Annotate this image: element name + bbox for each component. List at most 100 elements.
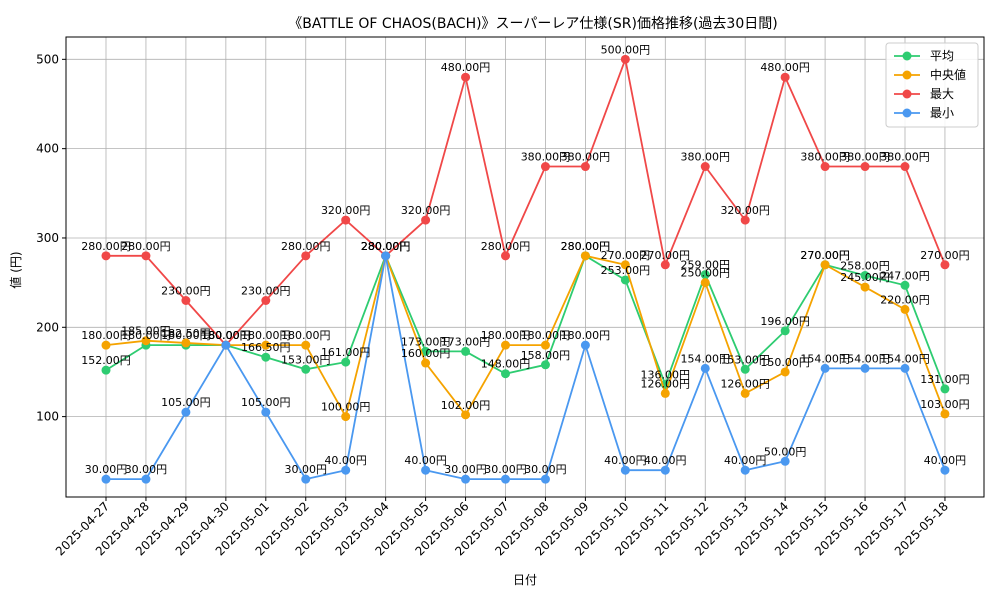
data-point [421, 215, 431, 225]
data-point [181, 338, 191, 348]
data-point [341, 357, 351, 367]
data-point [181, 295, 191, 305]
data-point [700, 162, 710, 172]
data-point [620, 54, 630, 64]
data-label: 280.00円 [361, 240, 411, 253]
data-point [660, 465, 670, 475]
data-label: 180.00円 [161, 329, 211, 342]
data-point [181, 407, 191, 417]
data-label: 30.00円 [524, 463, 567, 476]
data-label: 270.00円 [800, 249, 850, 262]
data-label: 153.00円 [281, 353, 331, 366]
data-label: 180.00円 [241, 329, 291, 342]
data-point [860, 363, 870, 373]
data-point [780, 72, 790, 82]
series-group [101, 54, 950, 484]
data-label: 131.00円 [920, 373, 970, 386]
data-label: 173.00円 [441, 335, 491, 348]
data-label: 280.00円 [281, 240, 331, 253]
data-point [660, 260, 670, 270]
data-point [101, 474, 111, 484]
data-point [341, 412, 351, 422]
data-label: 40.00円 [324, 454, 367, 467]
data-label: 105.00円 [161, 396, 211, 409]
data-point [261, 352, 271, 362]
legend-label: 最小 [930, 106, 954, 120]
legend-label: 平均 [930, 49, 954, 63]
legend-box [885, 42, 979, 128]
y-axis-title: 値 (円) [8, 251, 23, 288]
data-point [580, 162, 590, 172]
legend-label: 最大 [930, 87, 954, 101]
data-point [301, 364, 311, 374]
data-point [900, 162, 910, 172]
series-3 [101, 251, 950, 484]
data-label: 40.00円 [644, 454, 687, 467]
data-label: 180.00円 [481, 329, 531, 342]
data-label: 30.00円 [285, 463, 328, 476]
data-label: 180.00円 [561, 329, 611, 342]
data-point [381, 251, 391, 261]
legend-swatch-marker [902, 70, 912, 80]
data-label: 320.00円 [720, 204, 770, 217]
data-label: 103.00円 [920, 398, 970, 411]
data-label: 30.00円 [444, 463, 487, 476]
data-point [740, 364, 750, 374]
data-point [740, 465, 750, 475]
data-point [860, 270, 870, 280]
data-label: 180.00円 [201, 329, 251, 342]
data-label: 40.00円 [724, 454, 767, 467]
data-point [820, 260, 830, 270]
plot-frame [65, 36, 985, 498]
y-tick-label: 100 [36, 410, 59, 424]
data-point [461, 474, 471, 484]
data-label: 280.00円 [481, 240, 531, 253]
data-label: 126.00円 [720, 377, 770, 390]
data-point [660, 388, 670, 398]
data-point [860, 162, 870, 172]
data-point [900, 363, 910, 373]
data-label: 126.00円 [641, 377, 691, 390]
data-point [101, 251, 111, 261]
data-label: 180.00円 [521, 329, 571, 342]
data-label: 230.00円 [161, 284, 211, 297]
y-tick-label: 200 [36, 320, 59, 334]
data-point [421, 465, 431, 475]
data-label: 100.00円 [321, 401, 371, 414]
data-point [501, 340, 510, 350]
data-label: 280.00円 [561, 240, 611, 253]
data-label: 161.00円 [321, 346, 371, 359]
data-point [940, 465, 950, 475]
data-label: 258.00円 [840, 259, 890, 272]
data-point [261, 295, 271, 305]
data-label: 230.00円 [241, 284, 291, 297]
data-label: 380.00円 [681, 151, 731, 164]
data-label: 30.00円 [85, 463, 128, 476]
data-label: 180.00円 [201, 329, 251, 342]
series-1 [101, 251, 950, 422]
data-label: 480.00円 [441, 61, 491, 74]
data-point [780, 456, 790, 466]
data-label: 153.00円 [720, 353, 770, 366]
data-point [900, 304, 910, 314]
data-label: 280.00円 [361, 240, 411, 253]
data-label: 270.00円 [920, 249, 970, 262]
data-label: 136.00円 [641, 368, 691, 381]
data-label: 280.00円 [121, 240, 171, 253]
data-label: 180.00円 [201, 329, 251, 342]
data-label: 40.00円 [924, 454, 967, 467]
data-point [301, 474, 311, 484]
data-point [540, 360, 550, 370]
data-point [940, 409, 950, 419]
data-point [740, 388, 750, 398]
data-label: 40.00円 [404, 454, 447, 467]
data-point [620, 260, 630, 270]
data-point [341, 465, 351, 475]
data-point [580, 340, 590, 350]
data-label: 320.00円 [401, 204, 451, 217]
data-label: 102.00円 [441, 399, 491, 412]
data-label: 320.00円 [321, 204, 371, 217]
legend-swatch-marker [902, 108, 912, 118]
data-label: 150.00円 [760, 356, 810, 369]
